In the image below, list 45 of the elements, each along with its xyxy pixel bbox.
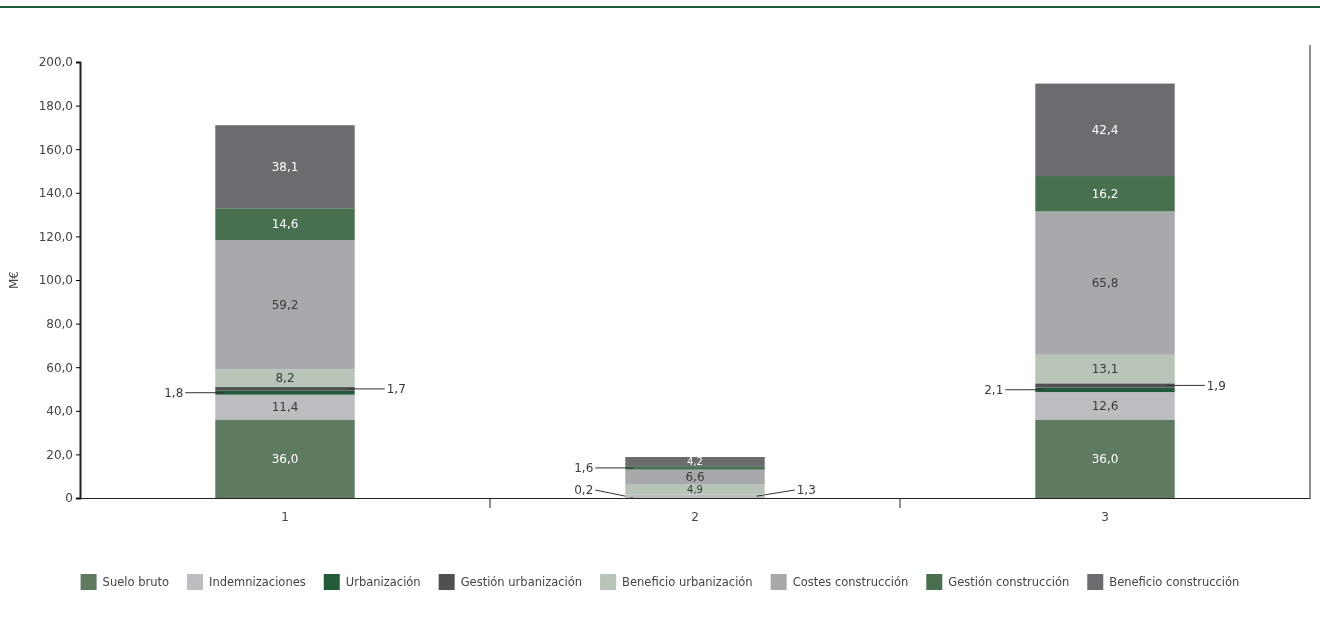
y-tick-label: 20,0 [46,447,73,462]
x-tick-label: 1 [281,509,289,524]
data-label: 16,2 [1091,186,1119,201]
y-tick-label: 100,0 [38,273,73,288]
data-label: 1,8 [164,385,184,400]
y-axis-title: M€ [7,271,21,289]
data-label: 11,4 [271,400,299,415]
data-label: 36,0 [1091,451,1119,466]
legend-label: Suelo bruto [102,575,170,590]
y-tick-label: 120,0 [38,229,73,244]
data-label: 36,0 [271,451,299,466]
legend-label: Gestión urbanización [460,575,583,590]
data-label: 38,1 [271,159,299,174]
legend-label: Gestión construcción [948,575,1070,590]
data-label: 6,6 [685,470,705,485]
legend-label: Urbanización [345,575,421,590]
data-label: 65,8 [1091,276,1119,291]
data-label: 59,2 [271,297,299,312]
legend-label: Indemnizaciones [209,575,306,590]
data-label: 2,1 [984,382,1004,397]
legend-label: Beneficio construcción [1109,575,1240,590]
x-tick-label: 2 [691,509,699,524]
y-tick-label: 140,0 [38,186,73,201]
x-tick-label: 3 [1101,509,1109,524]
data-label: 42,4 [1091,123,1119,137]
data-label: 13,1 [1091,362,1119,377]
data-label: 4,9 [687,483,703,495]
y-tick-label: 180,0 [38,98,73,113]
y-tick-label: 0 [65,491,73,506]
y-tick-label: 80,0 [46,316,73,331]
data-label: 14,6 [271,217,299,232]
data-label: 4,2 [687,456,703,468]
y-tick-label: 60,0 [46,360,73,375]
data-label: 0,2 [574,483,594,498]
y-tick-label: 160,0 [38,142,73,157]
data-label: 1,3 [796,483,816,498]
data-label: 12,6 [1091,398,1119,413]
data-label: 1,7 [386,382,406,397]
legend-label: Costes construcción [792,575,909,590]
data-label: 1,6 [574,461,594,476]
data-label: 1,9 [1206,378,1226,393]
legend-label: Beneficio urbanización [622,575,753,590]
y-tick-label: 200,0 [38,55,73,70]
y-tick-label: 40,0 [46,404,73,419]
data-label: 8,2 [275,371,295,386]
